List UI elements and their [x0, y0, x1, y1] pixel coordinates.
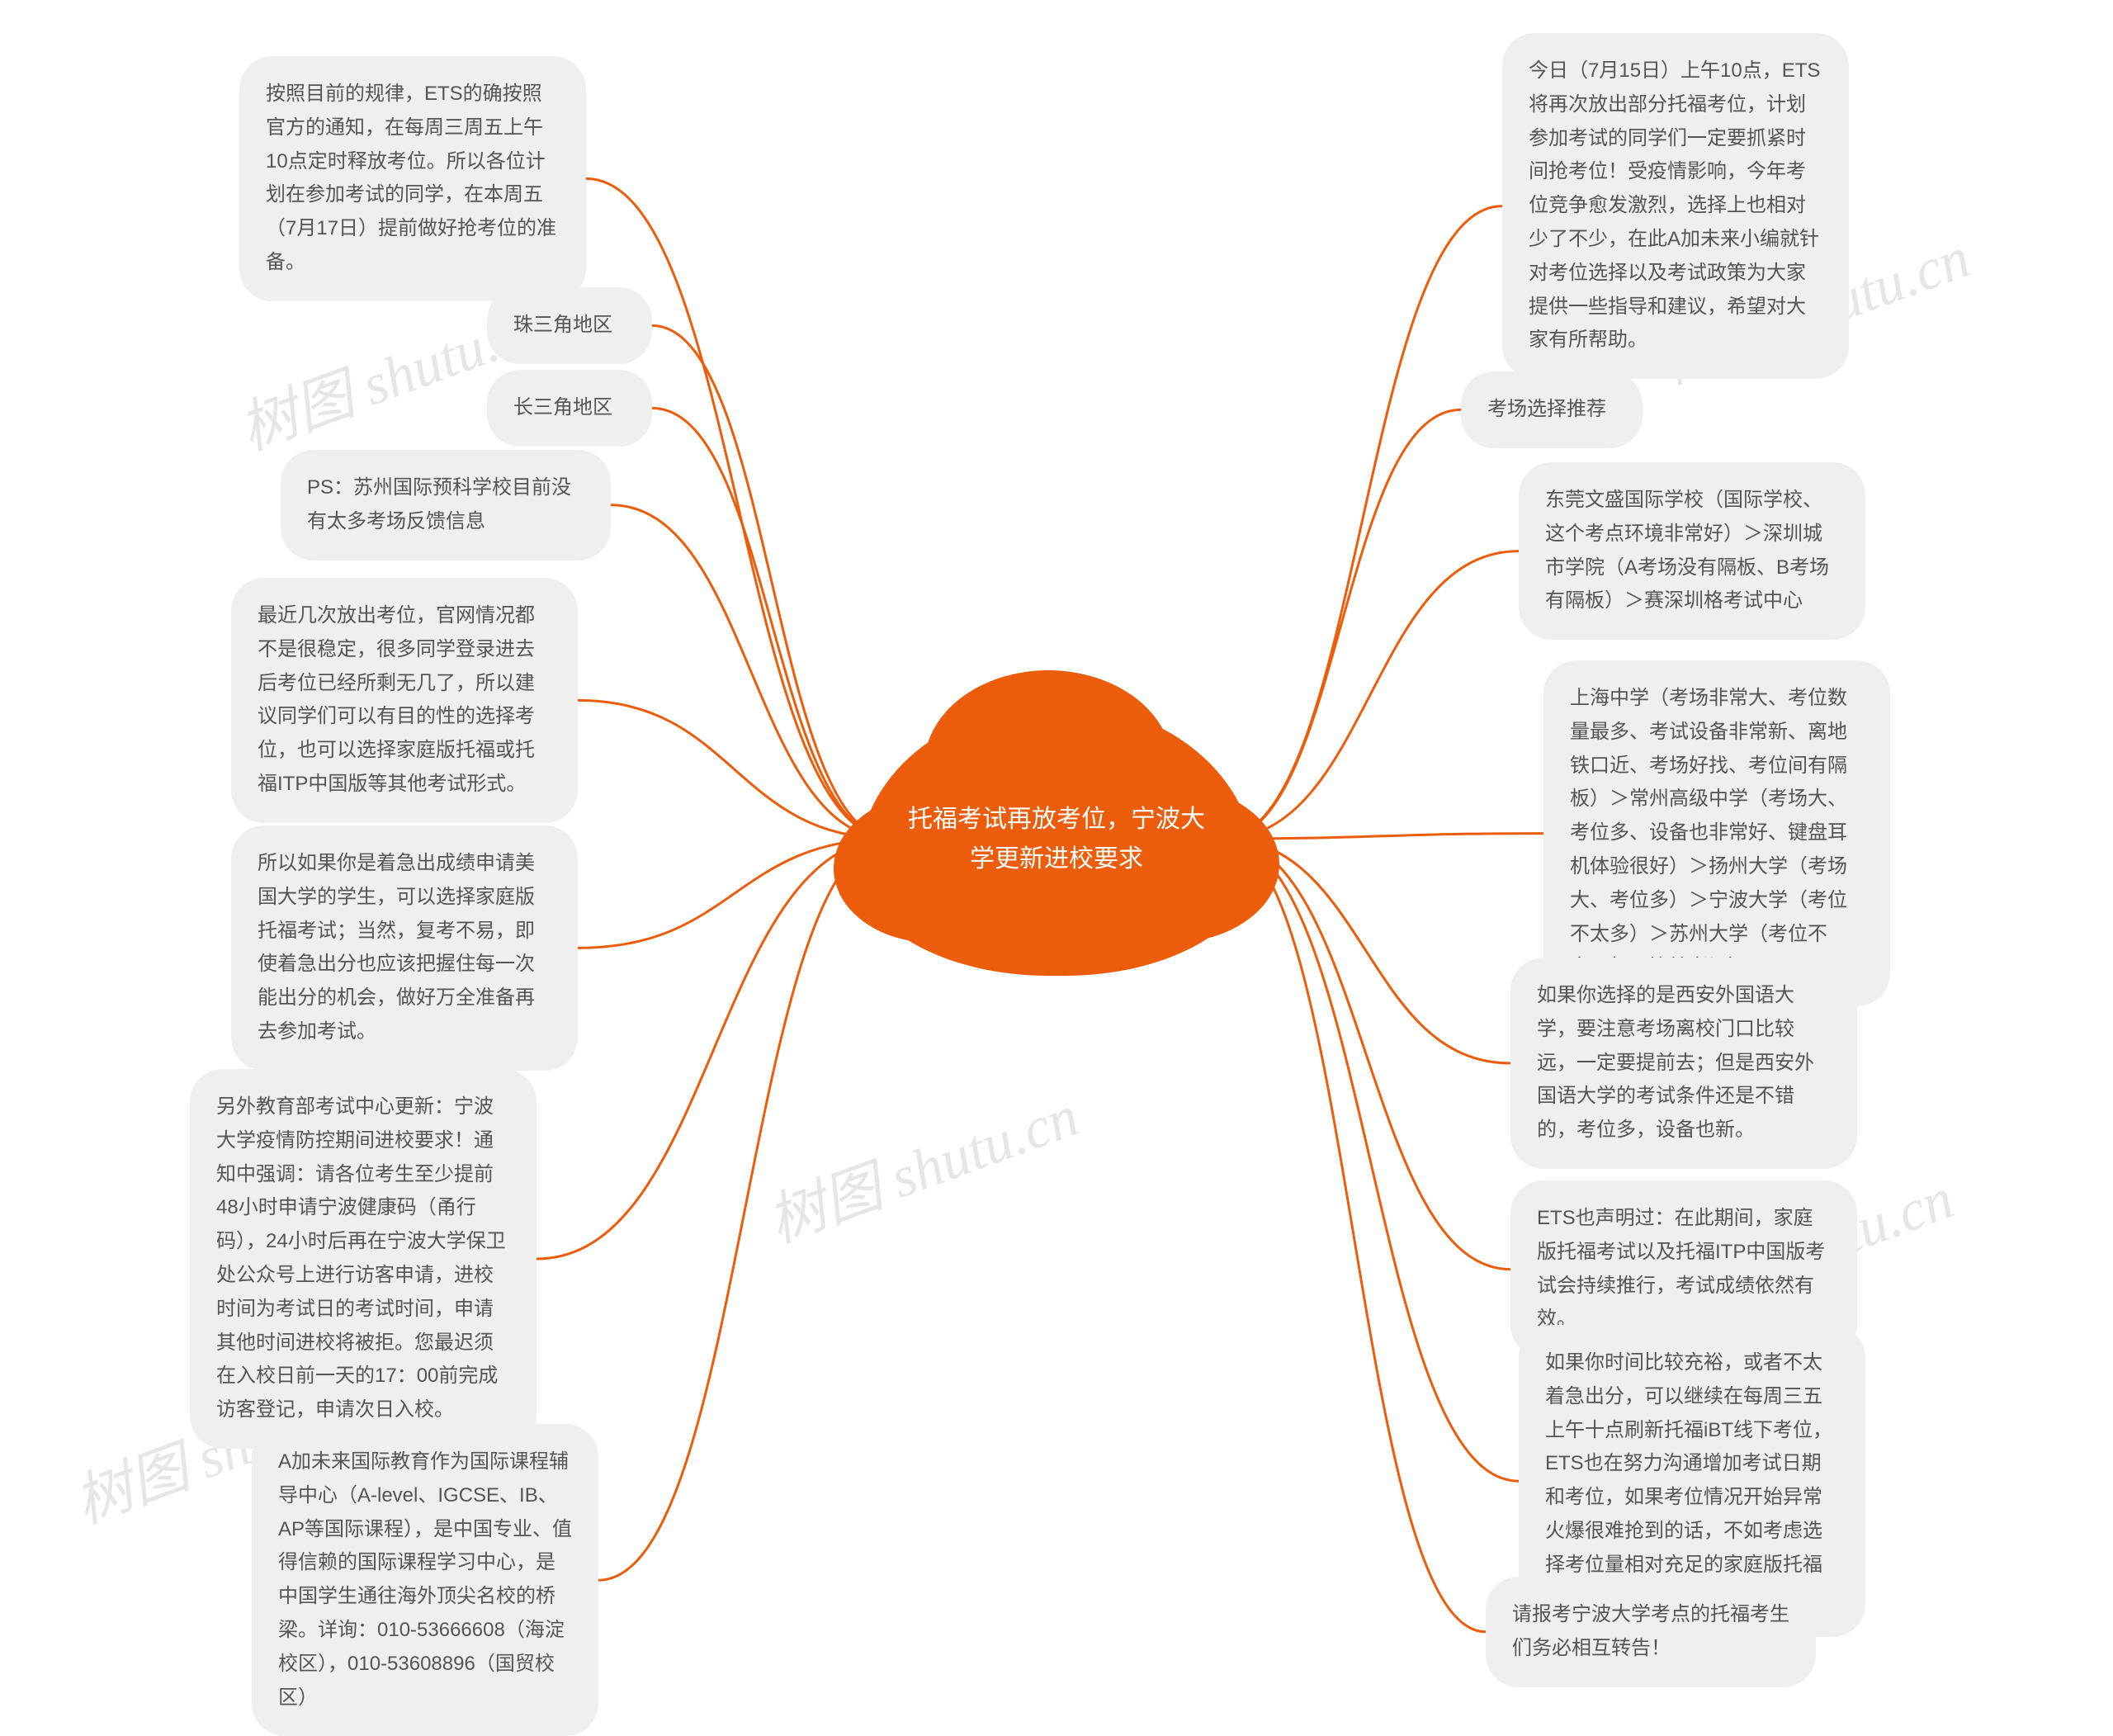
mindmap-node: 最近几次放出考位，官网情况都不是很稳定，很多同学登录进去后考位已经所剩无几了，所… [231, 578, 578, 823]
mindmap-node: 所以如果你是着急出成绩申请美国大学的学生，可以选择家庭版托福考试；当然，复考不易… [231, 825, 578, 1071]
mindmap-node: PS：苏州国际预科学校目前没有太多考场反馈信息 [281, 450, 611, 561]
mindmap-node: 长三角地区 [487, 370, 652, 447]
mindmap-node: A加未来国际教育作为国际课程辅导中心（A-level、IGCSE、IB、AP等国… [252, 1424, 598, 1736]
center-topic: 托福考试再放考位，宁波大学更新进校要求 [858, 703, 1255, 976]
mindmap-node: 上海中学（考场非常大、考位数量最多、考试设备非常新、离地铁口近、考场好找、考位间… [1543, 660, 1890, 1006]
watermark: 树图 shutu.cn [755, 1070, 1089, 1259]
mindmap-node: 另外教育部考试中心更新：宁波大学疫情防控期间进校要求！通知中强调：请各位考生至少… [190, 1069, 537, 1449]
mindmap-node: 珠三角地区 [487, 287, 652, 364]
mindmap-node: 请报考宁波大学考点的托福考生们务必相互转告！ [1486, 1577, 1816, 1687]
mindmap-node: 按照目前的规律，ETS的确按照官方的通知，在每周三周五上午10点定时释放考位。所… [239, 56, 586, 301]
mindmap-node: 考场选择推荐 [1461, 371, 1643, 448]
center-topic-label: 托福考试再放考位，宁波大学更新进校要求 [858, 703, 1255, 976]
mindmap-node: 如果你选择的是西安外国语大学，要注意考场离校门口比较远，一定要提前去；但是西安外… [1510, 958, 1857, 1169]
mindmap-node: 今日（7月15日）上午10点，ETS将再次放出部分托福考位，计划参加考试的同学们… [1502, 33, 1849, 379]
mindmap-stage: 树图 shutu.cn树图 shutu.cn树图 shutu.cn树图 shut… [0, 0, 2113, 1678]
mindmap-node: 东莞文盛国际学校（国际学校、这个考点环境非常好）＞深圳城市学院（A考场没有隔板、… [1519, 462, 1865, 640]
